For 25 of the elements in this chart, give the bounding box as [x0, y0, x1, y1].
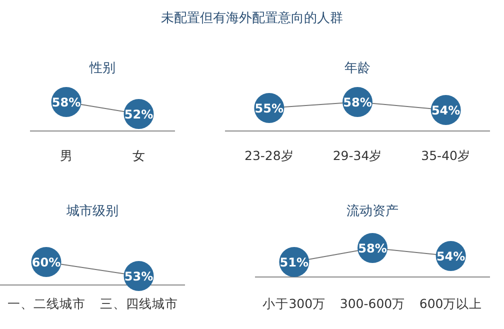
data-label: 60%: [32, 256, 61, 270]
data-label: 53%: [124, 270, 154, 284]
x-tick-label: 男: [60, 148, 73, 163]
x-tick-label: 小于300万: [262, 296, 326, 311]
chart-title: 流动资产: [346, 203, 398, 219]
x-tick-label: 女: [132, 148, 146, 163]
chart-title: 年龄: [344, 61, 370, 76]
x-tick-label: 29-34岁: [332, 148, 382, 163]
x-tick-label: 23-28岁: [244, 148, 294, 163]
data-label: 58%: [358, 242, 387, 256]
x-tick-label: 600万以上: [419, 296, 482, 311]
data-label: 54%: [431, 104, 460, 118]
text: 未配置但有海外配置意向的人群: [161, 11, 343, 26]
data-label: 52%: [124, 108, 154, 122]
chart-title: 城市级别: [66, 204, 118, 219]
x-tick-label: 35-40岁: [421, 148, 470, 163]
x-tick-label: 300-600万: [340, 296, 406, 311]
x-tick-label: 一、二线城市: [7, 296, 86, 311]
data-label: 55%: [254, 102, 284, 116]
chart-title: 性别: [88, 61, 116, 76]
data-label: 54%: [436, 250, 466, 264]
data-label: 51%: [280, 256, 309, 270]
x-tick-label: 三、四线城市: [100, 296, 178, 311]
data-label: 58%: [343, 96, 372, 110]
data-label: 58%: [52, 96, 81, 110]
